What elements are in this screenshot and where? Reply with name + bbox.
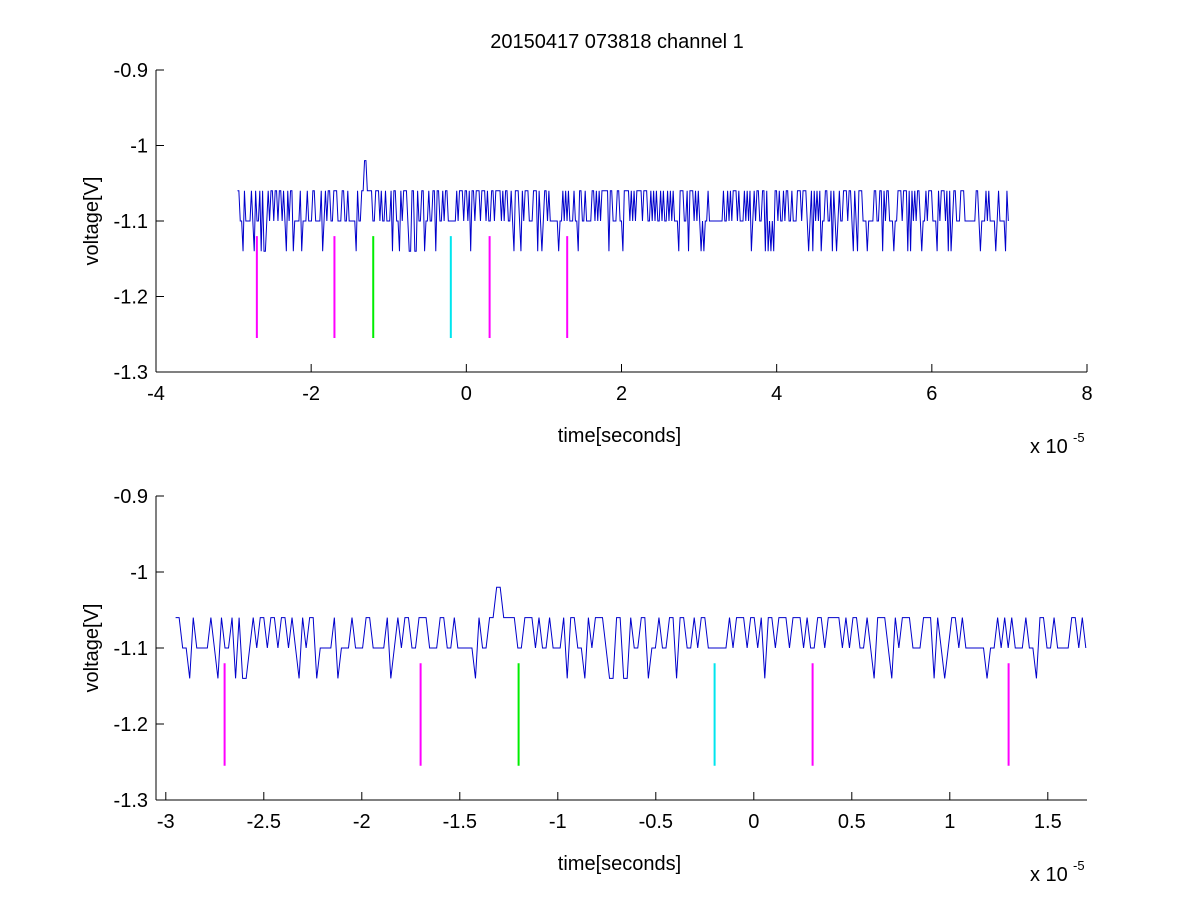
y-tick-label: -0.9 (114, 60, 148, 82)
x-tick-label: 0 (461, 383, 472, 405)
x-axis-label: time[seconds] (558, 853, 681, 875)
signal-series-line (237, 160, 1009, 252)
x-tick-label: -2.5 (247, 811, 281, 833)
x-tick-label: -0.5 (639, 811, 673, 833)
y-axis-label: voltage[V] (81, 604, 103, 693)
y-axis-label: voltage[V] (81, 177, 103, 266)
x-tick-label: 4 (771, 383, 782, 405)
x-multiplier-exponent: -5 (1073, 430, 1085, 445)
x-tick-label: -4 (147, 383, 165, 405)
x-multiplier: x 10 (1030, 864, 1068, 886)
signal-series-line (175, 586, 1087, 679)
x-tick-label: 0.5 (838, 811, 866, 833)
x-multiplier-exponent: -5 (1073, 858, 1085, 873)
x-tick-label: -1.5 (443, 811, 477, 833)
y-tick-label: -1.2 (114, 714, 148, 736)
x-axis-label: time[seconds] (558, 425, 681, 447)
x-tick-label: 1 (944, 811, 955, 833)
top-plot: -4 -2 0 2 4 6 8 -0.9 -1 -1.1 -1.2 -1.3 time[seconds]… (81, 60, 1093, 458)
x-tick-label: -1 (549, 811, 567, 833)
x-tick-label: -2 (302, 383, 320, 405)
y-tick-label: -0.9 (114, 486, 148, 508)
y-tick-label: -1.3 (114, 790, 148, 812)
x-tick-label: 0 (748, 811, 759, 833)
y-tick-label: -1.3 (114, 362, 148, 384)
y-tick-label: -1.1 (114, 638, 148, 660)
y-tick-label: -1.2 (114, 287, 148, 309)
x-tick-label: 2 (616, 383, 627, 405)
x-tick-label: -2 (353, 811, 371, 833)
x-tick-label: 1.5 (1034, 811, 1062, 833)
figure-title: 20150417 073818 channel 1 (490, 31, 744, 53)
y-tick-label: -1 (130, 562, 148, 584)
x-tick-label: 8 (1081, 383, 1092, 405)
x-tick-label: 6 (926, 383, 937, 405)
x-multiplier: x 10 (1030, 436, 1068, 458)
bottom-plot: -3 -2.5 -2 -1.5 -1 -0.5 0 0.5 1 1.5 -0.9 -1 -1.1 -1.2… (81, 486, 1087, 886)
y-tick-label: -1 (130, 136, 148, 158)
y-tick-label: -1.1 (114, 211, 148, 233)
x-tick-label: -3 (157, 811, 175, 833)
